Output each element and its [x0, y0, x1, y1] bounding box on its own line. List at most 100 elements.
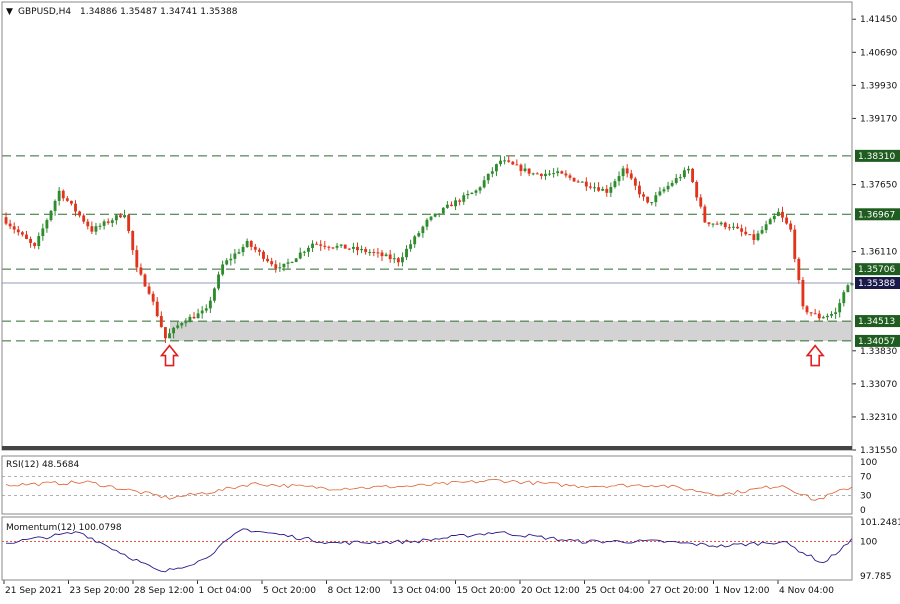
panel-separator: [2, 446, 852, 450]
candle: [846, 283, 850, 293]
candle-body: [474, 190, 478, 193]
candle-body: [499, 160, 502, 165]
candle: [576, 179, 580, 183]
candle: [454, 197, 457, 211]
candle: [458, 198, 462, 206]
candle: [360, 245, 364, 254]
candle: [20, 230, 24, 237]
level-price-label-bg: [855, 208, 900, 221]
candle: [41, 223, 45, 241]
candle: [744, 226, 748, 236]
candle: [253, 243, 257, 253]
candle-body: [711, 223, 715, 225]
candle: [703, 204, 707, 224]
candle-body: [257, 249, 261, 252]
momentum-panel-border: [1, 516, 853, 581]
candle: [78, 210, 82, 218]
candle: [621, 165, 625, 181]
candle-body: [699, 197, 703, 207]
candle: [86, 218, 90, 230]
candle: [376, 247, 380, 258]
candle-body: [527, 168, 531, 174]
candle-body: [752, 234, 756, 240]
candle-body: [131, 231, 135, 251]
candle: [646, 196, 650, 204]
candle: [307, 245, 310, 257]
candle: [298, 247, 302, 260]
candle: [172, 326, 176, 339]
candle-body: [249, 240, 253, 247]
candle-body: [576, 181, 580, 183]
candle: [200, 306, 204, 319]
candle-body: [110, 220, 114, 223]
candle-body: [45, 220, 49, 229]
candle: [155, 297, 159, 318]
candle-body: [266, 258, 270, 262]
candle-body: [90, 226, 94, 232]
candle-body: [413, 236, 417, 245]
symbol-label: GBPUSD,H4: [18, 7, 71, 17]
time-tick-label: 4 Nov 04:00: [779, 586, 834, 596]
candle-body: [433, 213, 437, 217]
candle-body: [789, 223, 793, 230]
candle: [445, 201, 449, 209]
level-price-label-bg: [855, 149, 900, 162]
candle-body: [605, 188, 609, 193]
level-price-label-bg: [855, 315, 900, 328]
level-price-label-text: 1.36967: [858, 210, 895, 220]
candle-body: [450, 204, 453, 207]
candle: [65, 196, 69, 202]
candle: [711, 223, 715, 228]
symbol-dropdown-icon[interactable]: ▼: [6, 7, 13, 17]
candle-body: [633, 178, 637, 186]
candle-body: [213, 288, 216, 301]
candle-body: [695, 182, 699, 198]
level-price-label: 1.38310: [855, 149, 900, 162]
candle: [351, 242, 355, 253]
candle: [131, 230, 135, 255]
candle: [106, 218, 110, 225]
candle: [560, 170, 564, 174]
candle: [740, 224, 744, 237]
candle-body: [715, 223, 719, 225]
candle: [699, 194, 703, 209]
candle: [8, 219, 12, 230]
candle: [658, 187, 662, 197]
candle: [372, 248, 376, 257]
candle-body: [809, 312, 813, 314]
candle-body: [69, 200, 73, 204]
candle: [229, 253, 233, 266]
candle: [654, 192, 658, 207]
candle-body: [674, 178, 678, 184]
candle: [119, 213, 122, 219]
candle: [53, 199, 57, 216]
candle: [311, 240, 314, 252]
candle: [74, 200, 77, 217]
price-tick-label: 1.39170: [860, 114, 897, 124]
candle: [364, 246, 368, 255]
candle: [417, 231, 421, 238]
candle-body: [462, 195, 466, 202]
candle-body: [597, 187, 601, 191]
candle: [25, 230, 28, 240]
candle-body: [466, 194, 470, 196]
candle-body: [482, 180, 486, 188]
candle: [61, 189, 65, 202]
candle: [282, 263, 286, 272]
candle: [192, 312, 196, 319]
candle-body: [613, 181, 617, 187]
candle: [523, 163, 527, 173]
candle-body: [384, 254, 388, 257]
candle: [772, 213, 776, 223]
candle-body: [748, 234, 752, 236]
candle-body: [208, 300, 212, 309]
candle: [629, 169, 633, 180]
candle-body: [41, 228, 45, 237]
candle: [609, 182, 613, 198]
candle-body: [772, 215, 776, 220]
candle-body: [727, 227, 731, 229]
candle: [401, 252, 404, 267]
candle: [548, 169, 551, 176]
candle: [638, 181, 641, 198]
